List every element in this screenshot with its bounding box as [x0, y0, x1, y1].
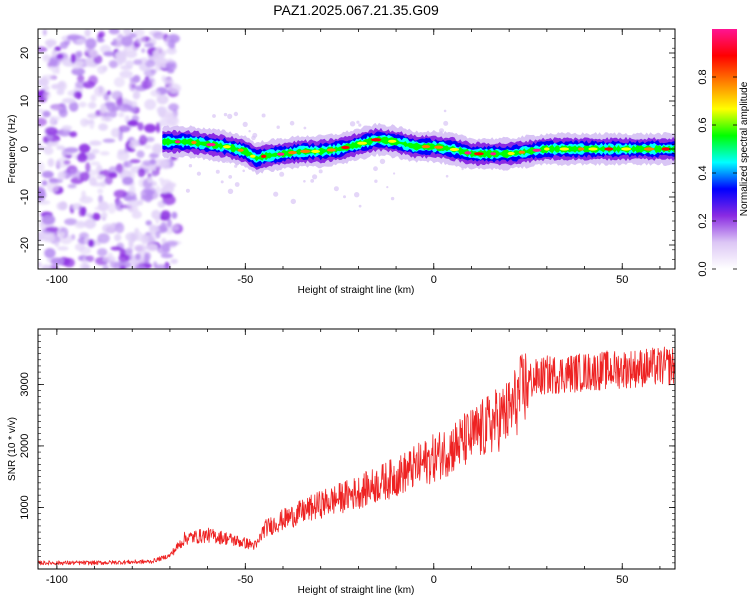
spectrogram-ridge [162, 122, 675, 175]
snr-panel: -100 -50 0 50 1000 2000 3000 Height of straigh… [7, 328, 676, 596]
colorbar-tick-label: 0.6 [697, 117, 709, 132]
colorbar-tick-label: 0.0 [697, 261, 709, 276]
y-tick-label: 2000 [19, 434, 31, 458]
y-tick-label: 20 [19, 47, 31, 59]
y-tick-label: 0 [19, 146, 31, 152]
x-tick-label: -50 [237, 274, 253, 286]
colorbar-ticks: 0.0 0.2 0.4 0.6 0.8 [697, 69, 737, 277]
colorbar-tick-label: 0.8 [697, 69, 709, 84]
x-tick-label: -100 [46, 274, 68, 286]
y-tick-label: 1000 [19, 495, 31, 519]
x-tick-label: 50 [616, 274, 628, 286]
colorbar-title: Normalized spectral amplitude [739, 81, 750, 216]
spectrogram-y-axis-title: Frequency (Hz) [7, 115, 18, 184]
colorbar-tick-label: 0.4 [697, 165, 709, 180]
x-tick-label: -50 [237, 574, 253, 586]
x-tick-label: 0 [431, 574, 437, 586]
spectrogram-x-axis-title: Height of straight line (km) [298, 285, 415, 296]
y-tick-label: -20 [19, 237, 31, 253]
colorbar-gradient [712, 29, 737, 269]
snr-series-line [38, 346, 675, 566]
snr-frame [37, 328, 676, 570]
y-tick-label: 3000 [19, 372, 31, 396]
snr-ticks: -100 -50 0 50 1000 2000 3000 [19, 328, 675, 586]
colorbar-tick-label: 0.2 [697, 213, 709, 228]
x-tick-label: 50 [616, 574, 628, 586]
y-tick-label: -10 [19, 189, 31, 205]
x-tick-label: 0 [431, 274, 437, 286]
chart-title: PAZ1.2025.067.21.35.G09 [273, 2, 439, 18]
y-tick-label: 10 [19, 95, 31, 107]
colorbar: 0.0 0.2 0.4 0.6 0.8 Normalized spectral ampl… [697, 29, 750, 277]
snr-y-axis-title: SNR (10 * v/v) [7, 417, 18, 481]
x-tick-label: -100 [46, 574, 68, 586]
spectrogram-heatmap [38, 29, 675, 269]
snr-x-axis-title: Height of straight line (km) [298, 585, 415, 596]
